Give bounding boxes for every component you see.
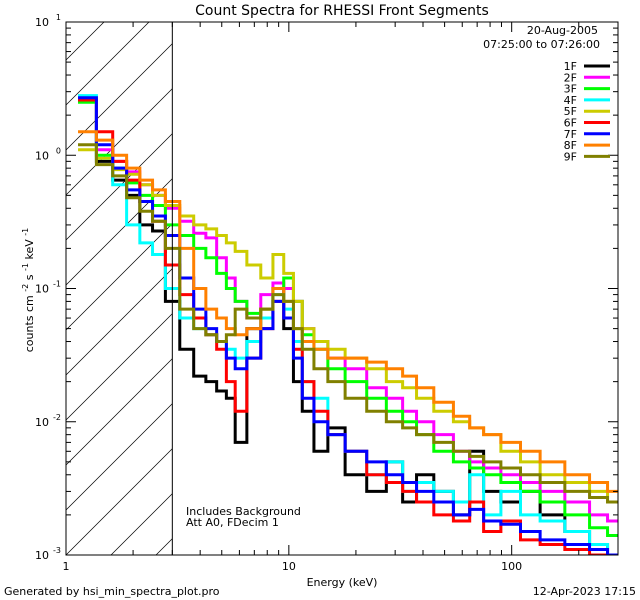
hatch-line	[66, 448, 173, 555]
y-tick-label: 10	[35, 16, 49, 29]
time-range-label: 07:25:00 to 07:26:00	[483, 38, 600, 51]
footer-generated: Generated by hsi_min_spectra_plot.pro	[4, 585, 220, 598]
note-attenuator: Att A0, FDecim 1	[186, 516, 279, 529]
y-tick-label: 10	[35, 149, 49, 162]
note-background: Includes Background	[186, 505, 301, 518]
y-axis-label: counts cm -2 s -1 keV -1	[18, 228, 36, 353]
legend-label-8f: 8F	[564, 139, 577, 152]
y-axis-label-s: s	[23, 274, 36, 280]
y-axis: 10 -3 10 -2 10 -1 10 0 10 1	[35, 13, 618, 562]
legend-label-2f: 2F	[564, 71, 577, 84]
y-tick-exponent: 1	[56, 13, 61, 22]
hatch-line	[66, 43, 173, 151]
x-tick-label: 100	[501, 560, 522, 573]
x-tick-label: 10	[282, 560, 296, 573]
y-axis-label-kev-exp: -1	[21, 228, 30, 236]
y-tick-exponent: -2	[53, 413, 61, 422]
legend-label-9f: 9F	[564, 150, 577, 163]
y-axis-label-base: counts cm	[23, 295, 36, 352]
y-tick-label: 10	[35, 549, 49, 562]
background-hatch-region	[66, 22, 173, 555]
x-axis-label: Energy (keV)	[307, 576, 378, 589]
legend-label-3f: 3F	[564, 83, 577, 96]
series-line-9f	[78, 143, 618, 504]
chart-title: Count Spectra for RHESSI Front Segments	[195, 3, 489, 19]
y-tick-label: 10	[35, 416, 49, 429]
hatch-line	[66, 403, 173, 511]
y-tick-exponent: 0	[56, 146, 61, 155]
y-axis-label-kev: keV	[23, 239, 36, 260]
y-tick-label: 10	[35, 283, 49, 296]
hatch-line	[66, 88, 173, 196]
y-axis-label-cm-exp: -2	[21, 284, 30, 292]
x-tick-label: 1	[63, 560, 70, 573]
date-label: 20-Aug-2005	[527, 24, 598, 37]
hatch-line	[66, 223, 173, 331]
y-tick-exponent: -3	[53, 546, 61, 555]
legend-label-7f: 7F	[564, 128, 577, 141]
y-tick-exponent: -1	[53, 280, 61, 289]
footer-date: 12-Apr-2023 17:15	[533, 585, 636, 598]
legend-label-4f: 4F	[564, 94, 577, 107]
legend-label-6f: 6F	[564, 117, 577, 130]
legend-label-5f: 5F	[564, 105, 577, 118]
hatch-line	[66, 268, 173, 376]
series-group	[78, 94, 618, 555]
y-axis-label-s-exp: -1	[21, 263, 30, 271]
x-axis: 1 10 100	[63, 22, 619, 573]
legend-label-1f: 1F	[564, 60, 577, 73]
